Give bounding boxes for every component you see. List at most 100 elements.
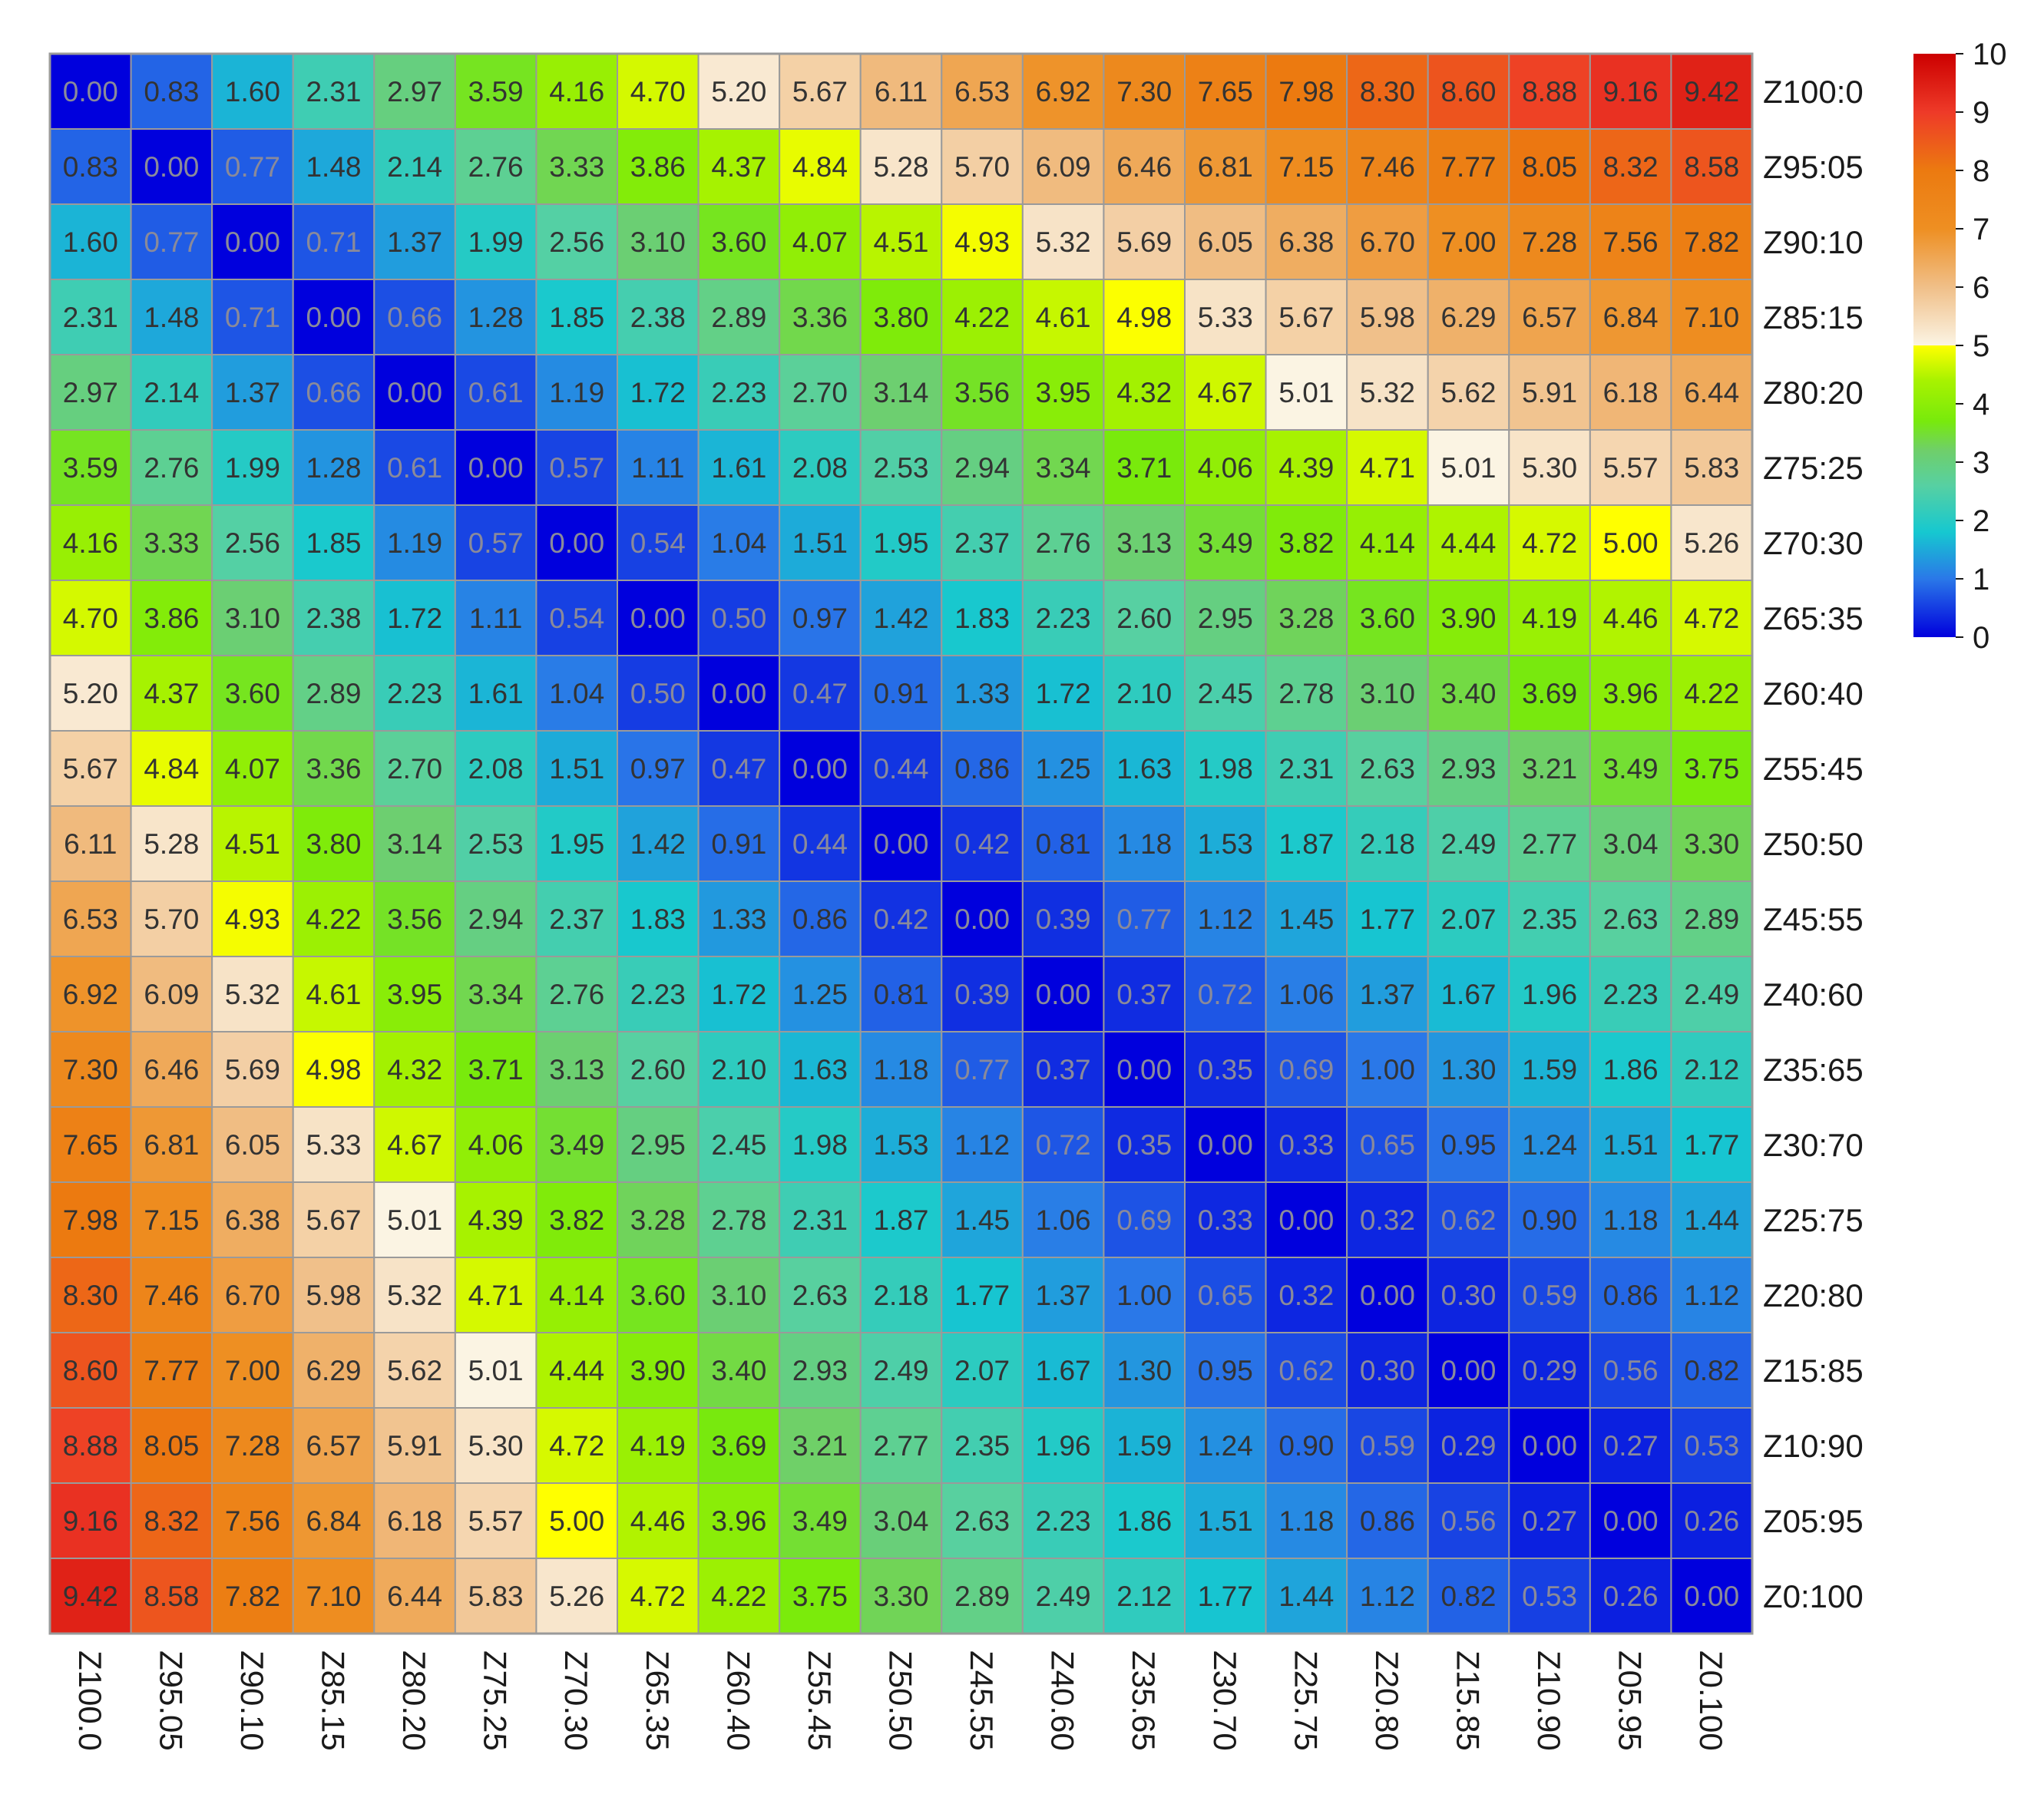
cell-value-label: 2.76 xyxy=(1036,527,1091,559)
heatmap-cell xyxy=(1589,805,1672,882)
cell-value-label: 2.63 xyxy=(1360,753,1415,785)
cell-value-label: 3.30 xyxy=(873,1581,928,1612)
cell-value-label: 0.32 xyxy=(1360,1204,1415,1236)
colorbar-tick-label: 10 xyxy=(1973,38,2007,71)
cell-value-label: 2.95 xyxy=(630,1129,686,1161)
heatmap-cell xyxy=(49,805,132,882)
heatmap-cell xyxy=(1265,1106,1348,1183)
heatmap-cell xyxy=(211,1558,294,1634)
heatmap-cell xyxy=(49,128,132,205)
cell-value-label: 4.16 xyxy=(549,76,604,107)
cell-value-label: 0.35 xyxy=(1116,1129,1172,1161)
heatmap-cell xyxy=(130,1106,213,1183)
cell-value-label: 1.72 xyxy=(711,979,766,1010)
cell-value-label: 1.37 xyxy=(1360,979,1415,1010)
cell-value-label: 0.53 xyxy=(1522,1581,1577,1612)
heatmap-cell xyxy=(617,805,700,882)
heatmap-cell xyxy=(373,880,456,957)
cell-value-label: 0.00 xyxy=(1522,1430,1577,1462)
cell-value-label: 6.29 xyxy=(1440,302,1496,333)
heatmap-cell xyxy=(1265,279,1348,355)
cell-value-label: 1.85 xyxy=(306,527,361,559)
cell-value-label: 9.42 xyxy=(1684,76,1739,107)
heatmap-cell xyxy=(697,580,781,656)
cell-value-label: 0.82 xyxy=(1440,1581,1496,1612)
heatmap-cell xyxy=(1508,279,1591,355)
cell-value-label: 0.81 xyxy=(1036,828,1091,860)
cell-value-label: 0.47 xyxy=(711,753,766,785)
heatmap-cell xyxy=(373,580,456,656)
heatmap-cell xyxy=(1427,128,1510,205)
cell-value-label: 7.15 xyxy=(144,1204,199,1236)
cell-value-label: 1.59 xyxy=(1522,1054,1577,1085)
heatmap-cell xyxy=(1346,1482,1429,1559)
heatmap-cell xyxy=(292,956,375,1032)
heatmap-cell xyxy=(130,1181,213,1258)
cell-value-label: 0.00 xyxy=(1036,979,1091,1010)
cell-value-label: 6.92 xyxy=(63,979,118,1010)
cell-value-label: 5.01 xyxy=(1278,377,1334,408)
heatmap-cell xyxy=(1184,1031,1267,1108)
heatmap-cell xyxy=(1103,1181,1186,1258)
cell-value-label: 2.49 xyxy=(1440,828,1496,860)
cell-value-label: 0.95 xyxy=(1440,1129,1496,1161)
cell-value-label: 4.22 xyxy=(711,1581,766,1612)
cell-value-label: 3.14 xyxy=(873,377,928,408)
cell-value-label: 3.49 xyxy=(1603,753,1659,785)
heatmap-cell xyxy=(1265,1558,1348,1634)
cell-value-label: 3.59 xyxy=(63,452,118,484)
cell-value-label: 0.86 xyxy=(1603,1280,1659,1311)
heatmap-cell xyxy=(454,880,537,957)
heatmap-cell xyxy=(1589,279,1672,355)
column-label: Z80.20 xyxy=(396,1650,432,1751)
heatmap-cell xyxy=(373,1106,456,1183)
cell-value-label: 1.42 xyxy=(630,828,686,860)
cell-value-label: 1.00 xyxy=(1360,1054,1415,1085)
cell-value-label: 0.00 xyxy=(225,226,280,258)
column-label: Z25.75 xyxy=(1288,1650,1324,1751)
heatmap-cell xyxy=(1427,730,1510,807)
cell-value-label: 0.00 xyxy=(306,302,361,333)
cell-value-label: 2.10 xyxy=(1116,678,1172,709)
heatmap-cell xyxy=(1265,580,1348,656)
heatmap-cell xyxy=(1184,429,1267,506)
cell-value-label: 2.38 xyxy=(306,603,361,634)
heatmap-cell xyxy=(535,1482,619,1559)
heatmap-cell xyxy=(130,1407,213,1484)
cell-value-label: 3.80 xyxy=(873,302,928,333)
cell-value-label: 0.26 xyxy=(1684,1505,1739,1537)
cell-value-label: 2.18 xyxy=(873,1280,928,1311)
cell-value-label: 3.28 xyxy=(1278,603,1334,634)
cell-value-label: 2.63 xyxy=(954,1505,1010,1537)
cell-value-label: 0.54 xyxy=(630,527,686,559)
cell-value-label: 3.60 xyxy=(711,226,766,258)
cell-value-label: 7.98 xyxy=(1278,76,1334,107)
row-label: Z50:50 xyxy=(1763,826,1864,862)
cell-value-label: 4.07 xyxy=(792,226,848,258)
cell-value-label: 0.00 xyxy=(873,828,928,860)
colorbar-tick-label: 9 xyxy=(1973,96,1989,130)
cell-value-label: 4.98 xyxy=(306,1054,361,1085)
cell-value-label: 7.00 xyxy=(1440,226,1496,258)
heatmap-cell xyxy=(1670,1031,1753,1108)
cell-value-label: 1.24 xyxy=(1522,1129,1577,1161)
cell-value-label: 2.31 xyxy=(1278,753,1334,785)
cell-value-label: 1.59 xyxy=(1116,1430,1172,1462)
heatmap-cell xyxy=(373,1482,456,1559)
cell-value-label: 1.51 xyxy=(792,527,848,559)
cell-value-label: 0.61 xyxy=(468,377,524,408)
cell-value-label: 1.83 xyxy=(630,904,686,935)
cell-value-label: 3.10 xyxy=(711,1280,766,1311)
cell-value-label: 4.51 xyxy=(225,828,280,860)
heatmap-cell xyxy=(292,805,375,882)
cell-value-label: 6.09 xyxy=(1036,151,1091,183)
cell-value-label: 2.78 xyxy=(711,1204,766,1236)
cell-value-label: 2.07 xyxy=(1440,904,1496,935)
heatmap-cell xyxy=(373,956,456,1032)
heatmap-cell xyxy=(1670,1332,1753,1409)
cell-value-label: 0.29 xyxy=(1522,1355,1577,1386)
cell-value-label: 0.66 xyxy=(387,302,442,333)
heatmap-cell xyxy=(1589,655,1672,732)
cell-value-label: 6.18 xyxy=(1603,377,1659,408)
cell-value-label: 2.56 xyxy=(225,527,280,559)
